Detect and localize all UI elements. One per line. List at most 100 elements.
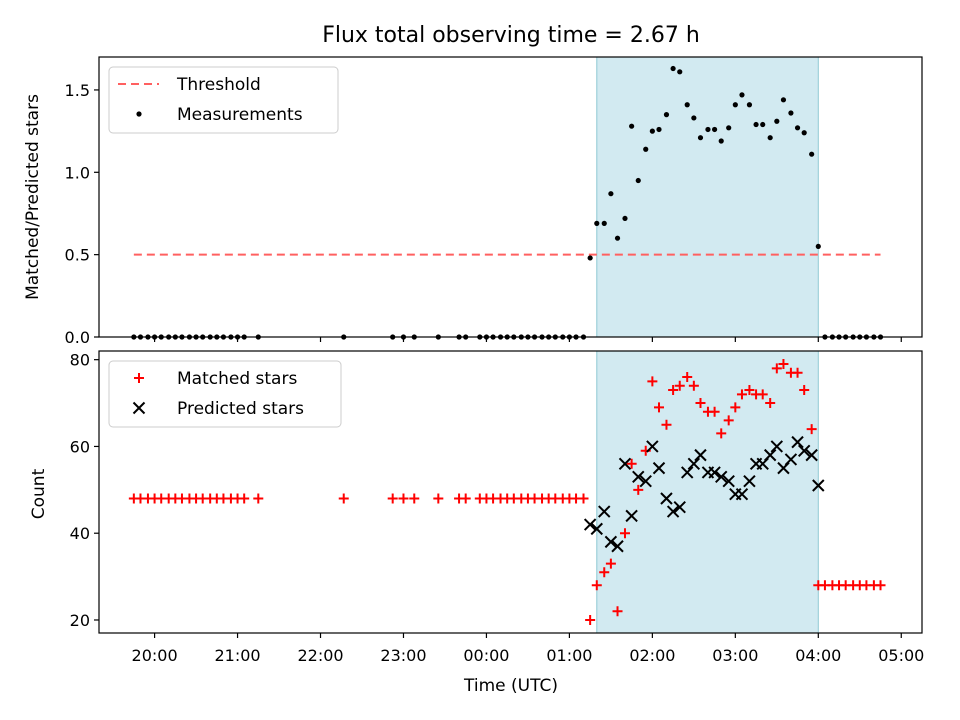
bottom-panel-predicted-stars-point bbox=[805, 448, 818, 462]
top-panel-measurements-point bbox=[677, 69, 683, 75]
bottom-panel-matched-stars-point bbox=[398, 493, 409, 504]
top-panel-measurements-point bbox=[815, 243, 821, 250]
bottom-panel-y-tick-label: 60 bbox=[70, 437, 90, 456]
top-panel-measurements-point bbox=[809, 151, 815, 157]
bottom-panel-matched-stars-point bbox=[661, 419, 672, 430]
bottom-panel-legend: Matched stars Predicted stars bbox=[108, 360, 342, 428]
top-panel-measurements-point bbox=[746, 102, 753, 108]
bottom-panel-matched-stars-point bbox=[682, 372, 693, 383]
top-panel-legend: Threshold Measurements bbox=[108, 66, 339, 134]
bottom-panel-predicted-stars-point bbox=[625, 509, 638, 523]
top-panel-measurements-point bbox=[635, 177, 641, 184]
x-axis-label: Time (UTC) bbox=[463, 676, 558, 696]
x-tick-label: 03:00 bbox=[712, 646, 758, 665]
bottom-panel-predicted-stars-point bbox=[666, 505, 680, 518]
top-panel-measurements-point bbox=[788, 110, 794, 116]
bottom-panel-predicted-stars-point bbox=[583, 518, 597, 531]
top-panel-measurements-point bbox=[732, 102, 738, 108]
top-panel-measurements-point bbox=[670, 65, 676, 72]
bottom-panel-predicted-stars-point bbox=[660, 492, 673, 505]
bottom-panel-predicted-stars-point bbox=[797, 444, 811, 457]
top-panel-measurements-point bbox=[801, 130, 807, 136]
bottom-panel-y-tick-label: 40 bbox=[70, 524, 90, 543]
top-panel-measurements-point bbox=[656, 126, 662, 133]
bottom-panel-matched-stars-point bbox=[626, 458, 637, 469]
top-panel-group: 0.0 0.5 1.0 1.5 Threshold Measurements bbox=[65, 56, 923, 347]
bottom-panel-matched-stars-point bbox=[633, 484, 644, 495]
bottom-panel-legend-swatch bbox=[134, 373, 144, 383]
x-tick-label: 00:00 bbox=[463, 646, 509, 665]
bottom-panel-predicted-stars-point bbox=[590, 522, 603, 536]
bottom-panel-legend-swatch bbox=[132, 401, 146, 415]
top-panel-measurements-point bbox=[594, 220, 600, 226]
bottom-panel-predicted-stars-point bbox=[598, 505, 611, 518]
bottom-panel-predicted-stars-point bbox=[687, 457, 701, 471]
top-panel-frame bbox=[98, 56, 923, 338]
bottom-panel-predicted-stars-point bbox=[763, 448, 777, 462]
x-tick-label: 22:00 bbox=[297, 646, 343, 665]
bottom-panel-matched-stars-point bbox=[730, 402, 741, 413]
bottom-panel-legend-label: Predicted stars bbox=[177, 399, 304, 419]
top-panel-measurements-point bbox=[739, 92, 745, 98]
bottom-panel-matched-stars-point bbox=[806, 424, 817, 435]
chart-title: Flux total observing time = 2.67 h bbox=[322, 23, 700, 48]
top-panel-measurements-point bbox=[691, 115, 697, 121]
bottom-panel-matched-stars-point bbox=[778, 359, 789, 370]
bottom-panel-matched-stars-point bbox=[736, 389, 747, 400]
bottom-panel-matched-stars-point bbox=[387, 493, 398, 504]
top-panel-measurements-point bbox=[608, 191, 614, 197]
bottom-panel-predicted-stars-point bbox=[715, 470, 728, 484]
x-tick-label: 02:00 bbox=[629, 646, 675, 665]
bottom-panel-predicted-stars-point bbox=[681, 466, 694, 479]
top-panel-y-tick-label: 0.5 bbox=[65, 246, 90, 265]
bottom-panel-matched-stars-point bbox=[338, 493, 349, 504]
bottom-panel-matched-stars-point bbox=[792, 367, 803, 378]
bottom-panel-matched-stars-point bbox=[695, 398, 706, 409]
top-panel-measurements-point bbox=[760, 121, 766, 128]
bottom-panel-predicted-stars-point bbox=[646, 440, 659, 453]
top-panel-shaded-region bbox=[596, 56, 819, 338]
bottom-panel-y-tick-label: 20 bbox=[70, 611, 90, 630]
top-panel-measurements-point bbox=[663, 112, 670, 118]
x-tick-label: 23:00 bbox=[380, 646, 426, 665]
top-panel-measurements-point bbox=[629, 123, 635, 129]
bottom-panel-predicted-stars-point bbox=[708, 466, 721, 479]
bottom-panel-matched-stars-point bbox=[591, 580, 602, 591]
top-panel-measurements-point bbox=[601, 220, 607, 226]
bottom-panel-predicted-stars-point bbox=[812, 479, 825, 492]
top-panel-measurements-point bbox=[643, 146, 649, 152]
top-panel-legend-label: Measurements bbox=[177, 105, 303, 125]
top-panel-measurements-point bbox=[697, 135, 704, 141]
bottom-panel-predicted-stars-point bbox=[618, 457, 632, 471]
bottom-panel-legend-box bbox=[108, 360, 342, 428]
bottom-panel-matched-stars-point bbox=[647, 376, 658, 387]
bottom-panel-y-axis-label: Count bbox=[29, 468, 49, 519]
bottom-panel-matched-stars-point bbox=[578, 493, 589, 504]
bottom-panel-frame bbox=[98, 350, 923, 634]
bottom-panel-predicted-stars-point bbox=[604, 535, 618, 549]
top-panel-measurements-point bbox=[780, 97, 787, 103]
top-panel-measurements-point bbox=[753, 121, 759, 128]
bottom-panel-predicted-stars-point bbox=[722, 474, 735, 488]
x-tick-label: 01:00 bbox=[546, 646, 592, 665]
top-panel-measurements-point bbox=[614, 235, 621, 241]
bottom-panel-matched-stars-point bbox=[765, 398, 776, 409]
bottom-panel-predicted-stars-point bbox=[639, 474, 652, 488]
top-panel-measurements-point bbox=[649, 128, 655, 134]
bottom-panel-shaded-region bbox=[596, 350, 819, 634]
bottom-panel-legend-label: Matched stars bbox=[177, 369, 297, 389]
bottom-panel-y-tick-label: 80 bbox=[70, 351, 90, 370]
bottom-panel-matched-stars-point bbox=[433, 493, 444, 504]
top-panel-measurements-point bbox=[705, 126, 711, 133]
top-panel-measurements-point bbox=[794, 125, 801, 131]
top-panel-y-axis-label: Matched/Predicted stars bbox=[23, 94, 43, 300]
top-panel-y-tick-label: 1.5 bbox=[65, 81, 90, 100]
top-panel-measurements-point bbox=[726, 125, 732, 131]
bottom-panel-matched-stars-point bbox=[757, 389, 768, 400]
top-panel-y-tick-label: 1.0 bbox=[65, 163, 90, 182]
bottom-panel-matched-stars-point bbox=[799, 385, 810, 396]
top-panel-measurements-point bbox=[767, 135, 773, 141]
bottom-panel-matched-stars-point bbox=[599, 567, 610, 578]
